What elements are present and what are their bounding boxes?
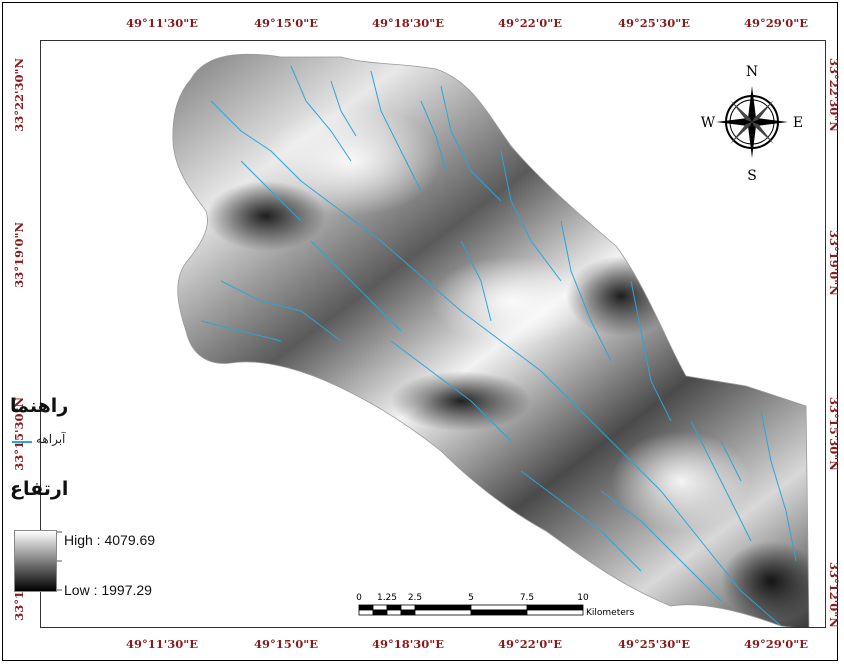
elevation-color-ramp xyxy=(14,530,57,592)
top-coord-5: 49°25'30"E xyxy=(617,16,691,30)
right-coord-2: 33°19'0"N xyxy=(827,230,841,296)
basin-outline xyxy=(172,53,810,627)
scale-tick-4: 7.5 xyxy=(520,593,534,603)
top-coord-4: 49°22'0"E xyxy=(497,16,563,30)
stream-label: آبراهه xyxy=(36,432,66,446)
bottom-coord-6: 49°29'0"E xyxy=(743,637,809,651)
top-coord-2: 49°15'0"E xyxy=(253,16,319,30)
scale-tick-0: 0 xyxy=(356,593,362,603)
right-coord-4: 33°12'0"N xyxy=(827,562,841,628)
bottom-coord-5: 49°25'30"E xyxy=(617,637,691,651)
north-label: N xyxy=(746,64,758,80)
legend-title: راهنما xyxy=(10,395,69,417)
bottom-coord-2: 49°15'0"E xyxy=(253,637,319,651)
map-frame xyxy=(2,2,838,661)
north-arrow-icon: N S W E xyxy=(701,64,803,182)
elevation-raster xyxy=(172,53,810,627)
stream-swatch xyxy=(12,441,32,443)
top-coord-6: 49°29'0"E xyxy=(743,16,809,30)
west-label: W xyxy=(701,115,716,131)
map-canvas[interactable] xyxy=(40,40,826,628)
left-coord-2: 33°19'0"N xyxy=(12,222,26,288)
bottom-coord-1: 49°11'30"E xyxy=(125,637,199,651)
right-coord-3: 33°15'30"N xyxy=(827,397,841,471)
south-label: S xyxy=(747,168,757,182)
elevation-high-label: High : 4079.69 xyxy=(64,532,156,548)
top-coord-1: 49°11'30"E xyxy=(125,16,199,30)
stream-network xyxy=(200,65,797,627)
scale-tick-3: 5 xyxy=(468,593,474,603)
scale-bar: 0 1.25 2.5 5 7.5 10 Kilometers xyxy=(356,593,634,618)
scale-unit: Kilometers xyxy=(586,608,634,618)
elevation-title: ارتفاع xyxy=(10,478,69,500)
left-coord-1: 33°22'30"N xyxy=(12,58,26,132)
east-label: E xyxy=(793,115,803,131)
right-coord-1: 33°22'30"N xyxy=(827,58,841,132)
bottom-coord-4: 49°22'0"E xyxy=(497,637,563,651)
scale-tick-1: 1.25 xyxy=(377,593,397,603)
scale-tick-5: 10 xyxy=(577,593,589,603)
scale-tick-2: 2.5 xyxy=(408,593,422,603)
ramp-ticks xyxy=(57,531,62,591)
elevation-low-label: Low : 1997.29 xyxy=(64,582,152,598)
bottom-coord-3: 49°18'30"E xyxy=(371,637,445,651)
top-coord-3: 49°18'30"E xyxy=(371,16,445,30)
